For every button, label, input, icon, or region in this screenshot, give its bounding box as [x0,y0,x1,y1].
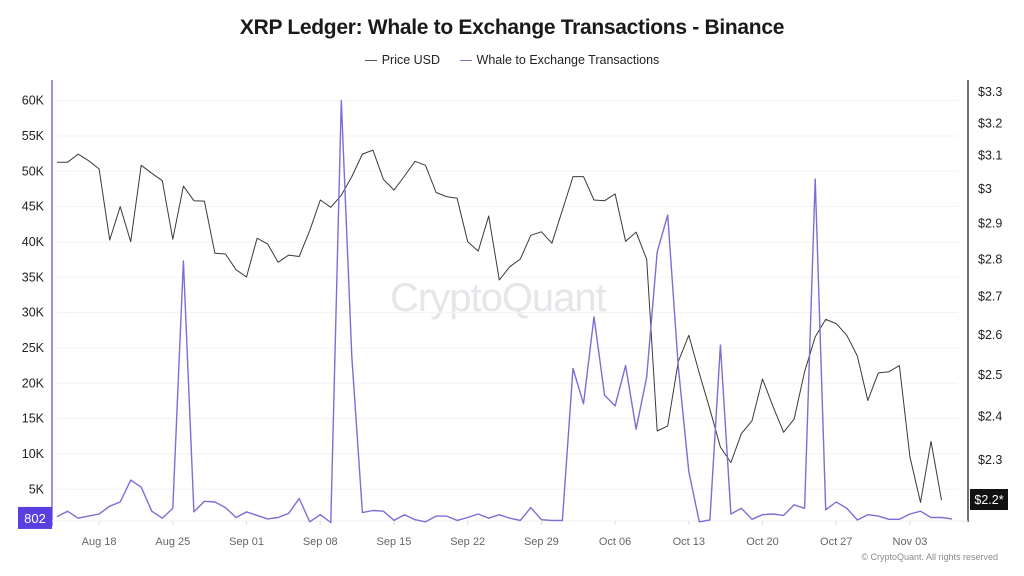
left-axis-tick-label: 30K [22,306,45,320]
right-axis-tick-label: $3 [978,182,992,196]
right-axis-tick-label: $2.8 [978,252,1002,266]
x-axis-tick-label: Sep 08 [303,536,338,548]
price-usd-line [57,149,942,503]
left-axis-tick-label: 60K [22,94,45,108]
left-axis-tick-label: 10K [22,447,45,461]
right-axis-tick-label: $2.4 [978,410,1002,424]
left-axis-tick-label: 50K [22,164,45,178]
right-axis-tick-label: $2.7 [978,289,1002,303]
chart-title: XRP Ledger: Whale to Exchange Transactio… [239,16,785,39]
right-axis-tick-label: $3.2 [978,116,1002,130]
left-axis-tick-label: 45K [22,200,45,214]
current-whale-value-label: 802 [24,511,46,526]
whale-transactions-line [56,99,953,524]
left-axis-tick-label: 35K [22,270,45,284]
legend-label-whale: Whale to Exchange Transactions [476,53,660,68]
x-axis-tick-label: Aug 25 [155,536,190,548]
legend-swatch-whale [459,59,472,61]
legend-item-whale[interactable]: Whale to Exchange Transactions [459,53,660,68]
right-axis-tick-label: $2.5 [978,368,1002,382]
current-price-badge [970,489,1008,510]
left-axis-tick-label: 25K [22,341,45,355]
left-axis-tick-label: 5K [29,482,45,496]
x-axis-tick-label: Sep 22 [450,536,485,548]
x-axis-tick-label: Sep 01 [229,536,264,548]
right-axis-tick-label: $3.3 [978,85,1002,99]
right-axis-tick-label: $2.3 [978,453,1002,467]
right-axis-tick-label: $3.1 [978,149,1002,163]
left-axis-tick-label: 15K [22,412,45,426]
legend-swatch-price [364,59,377,61]
x-axis-tick-label: Oct 06 [599,536,631,548]
x-axis-tick-label: Oct 13 [673,536,705,548]
x-axis-tick-label: Nov 03 [893,536,928,548]
current-price-label: $2.2* [974,493,1003,507]
left-axis-tick-label: 55K [22,129,45,143]
x-axis-tick-label: Oct 27 [820,536,852,548]
x-axis-tick-label: Sep 29 [524,536,559,548]
right-axis-tick-label: $2.9 [978,217,1002,231]
left-axis-tick-label: 20K [22,376,45,390]
legend: Price USD Whale to Exchange Transactions [0,50,1024,67]
x-axis-tick-label: Aug 18 [82,536,117,548]
current-whale-value-badge [18,506,52,529]
x-axis-tick-label: Sep 15 [377,536,412,548]
x-axis-tick-label: Oct 20 [746,536,778,548]
right-axis-tick-label: $2.6 [978,328,1002,342]
legend-item-price[interactable]: Price USD [364,53,441,68]
copyright-footer: © CryptoQuant. All rights reserved [861,552,998,562]
left-axis-tick-label: 40K [22,235,45,249]
legend-label-price: Price USD [381,53,441,68]
